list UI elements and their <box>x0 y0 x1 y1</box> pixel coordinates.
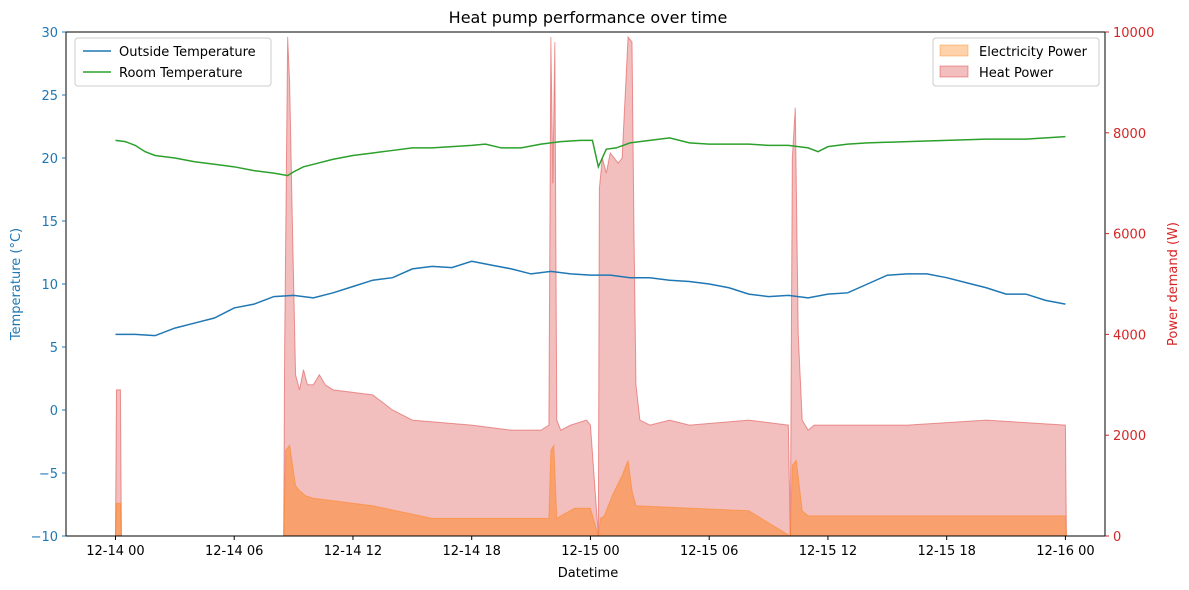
y-right-tick-label: 10000 <box>1113 26 1154 41</box>
y-left-tick-label: −5 <box>39 467 58 482</box>
x-tick-label: 12-14 18 <box>442 544 500 559</box>
x-tick-label: 12-15 12 <box>799 544 857 559</box>
y-axis-right: 0 2000 4000 6000 8000 10000 <box>1105 26 1154 545</box>
legend-outside-label: Outside Temperature <box>119 45 256 60</box>
x-tick-label: 12-15 00 <box>561 544 619 559</box>
legend-temperature-box <box>74 37 272 87</box>
y-axis-right-label: Power demand (W) <box>1166 222 1181 346</box>
heat-power-area <box>113 35 1067 537</box>
legend-electricity-label: Electricity Power <box>979 45 1088 60</box>
legend-power: Electricity Power Heat Power <box>932 37 1100 87</box>
legend-power-box <box>932 37 1100 87</box>
legend-room-label: Room Temperature <box>119 66 243 81</box>
chart-title: Heat pump performance over time <box>449 8 728 27</box>
y-right-tick-label: 6000 <box>1113 228 1146 243</box>
y-right-tick-label: 0 <box>1113 530 1121 545</box>
y-right-tick-label: 8000 <box>1113 127 1146 142</box>
line-layer <box>115 135 1066 337</box>
y-axis-left-label: Temperature (°C) <box>9 228 24 341</box>
outside-temperature-line <box>115 260 1066 337</box>
x-tick-label: 12-14 12 <box>324 544 382 559</box>
legend-heat-swatch <box>939 65 969 78</box>
y-right-tick-label: 2000 <box>1113 429 1146 444</box>
y-left-tick-label: 15 <box>41 215 58 230</box>
y-left-tick-label: 25 <box>41 89 58 104</box>
legend-temperature: Outside Temperature Room Temperature <box>74 37 272 87</box>
x-tick-label: 12-16 00 <box>1036 544 1094 559</box>
y-axis-left: −10 −5 0 5 10 15 20 25 30 <box>31 26 66 545</box>
legend-electricity-swatch <box>939 44 969 57</box>
x-tick-label: 12-14 00 <box>86 544 144 559</box>
y-left-tick-label: 10 <box>41 278 58 293</box>
y-left-tick-label: −10 <box>31 530 58 545</box>
electricity-power-area <box>113 443 1067 537</box>
y-left-tick-label: 20 <box>41 152 58 167</box>
x-tick-label: 12-14 06 <box>205 544 263 559</box>
x-axis-label: Datetime <box>558 566 618 581</box>
x-tick-label: 12-15 06 <box>680 544 738 559</box>
x-axis: 12-14 00 12-14 06 12-14 12 12-14 18 12-15 00… <box>86 536 1095 559</box>
legend-heat-label: Heat Power <box>979 66 1054 81</box>
room-temperature-line <box>115 135 1066 177</box>
y-left-tick-label: 0 <box>50 404 58 419</box>
x-tick-label: 12-15 18 <box>917 544 975 559</box>
area-layer <box>113 35 1067 537</box>
y-left-tick-label: 5 <box>50 341 58 356</box>
y-right-tick-label: 4000 <box>1113 328 1146 343</box>
y-left-tick-label: 30 <box>41 26 58 41</box>
